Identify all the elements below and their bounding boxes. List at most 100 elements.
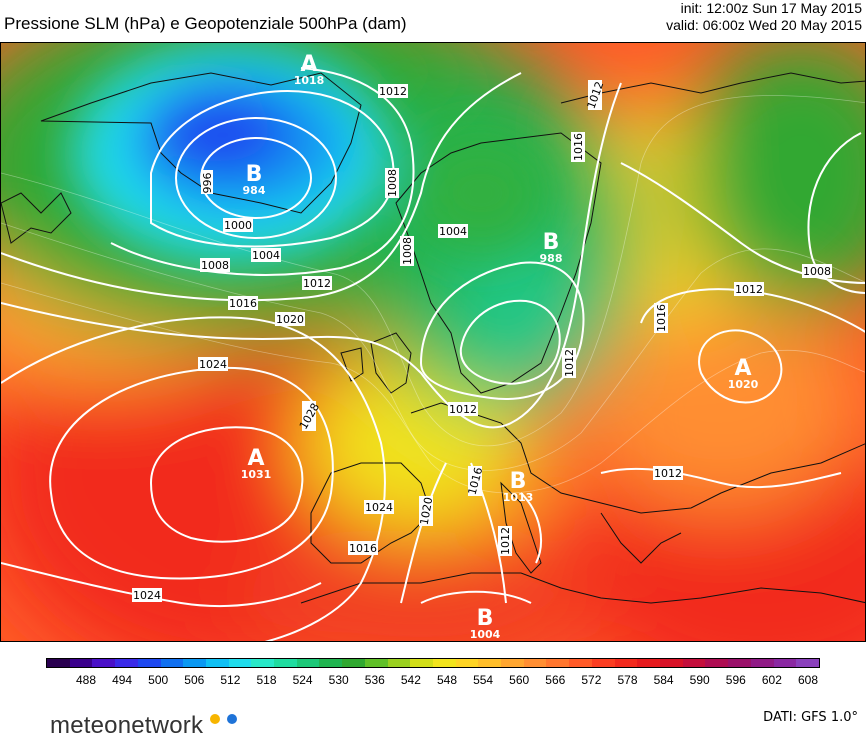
geopotential-field: [1, 43, 865, 641]
colorbar-segment: [773, 659, 797, 667]
isobar-label: 1020: [418, 496, 436, 526]
colorbar-segment: [523, 659, 547, 667]
center-type: A: [734, 356, 751, 381]
colorbar-segment: [455, 659, 479, 667]
colorbar-segment: [614, 659, 638, 667]
colorbar-tick-label: 566: [545, 673, 566, 687]
isobar-label: 1024: [199, 358, 227, 371]
geopotential-colorbar: [46, 658, 820, 668]
colorbar-tick-label: 488: [75, 673, 97, 687]
colorbar-segment: [659, 659, 683, 667]
colorbar-tick-label: 512: [220, 673, 241, 687]
colorbar-segment: [274, 659, 297, 667]
isobar-label: 1012: [303, 277, 331, 290]
colorbar-segment: [705, 659, 729, 667]
colorbar-tick-label: 530: [328, 673, 349, 687]
colorbar-segment: [69, 659, 93, 667]
coastlines: [1, 72, 865, 604]
isobar-label: 1012: [449, 403, 477, 416]
colorbar-segment: [342, 659, 365, 667]
center-value: 1004: [470, 628, 501, 641]
center-value: 1018: [294, 74, 325, 87]
isobar-labels: 996 1000 1004 1008 1012 1016 1020 1024 1…: [132, 80, 832, 602]
colorbar-tick-label: 560: [509, 673, 530, 687]
pressure-centers: A 1018 B 984 B 988 A 1031 A 1020 B 1013: [241, 52, 759, 641]
center-value: 1031: [241, 468, 272, 481]
valid-time: valid: 06:00z Wed 20 May 2015: [666, 17, 862, 33]
colorbar-ticks: 488 494 500 506 512 518 524 530 536 542 548 554 560 5…: [46, 668, 820, 692]
colorbar-tick-label: 596: [725, 673, 746, 687]
weather-map: 996 1000 1004 1008 1012 1016 1020 1024 1…: [0, 42, 866, 642]
isobar-label: 1016: [655, 304, 668, 332]
colorbar-segment: [637, 659, 660, 667]
init-time: init: 12:00z Sun 17 May 2015: [680, 0, 862, 16]
colorbar-segment: [682, 659, 706, 667]
colorbar-tick-label: 542: [400, 673, 421, 687]
colorbar-segment: [319, 659, 343, 667]
logo-dot-yellow: [210, 714, 221, 724]
colorbar-tick-label: 578: [617, 673, 638, 687]
colorbar-segment: [183, 659, 206, 667]
colorbar-tick-label: 584: [653, 673, 674, 687]
colorbar-tick-label: 494: [112, 673, 133, 687]
meteonetwork-logo: meteonetwork: [50, 712, 237, 740]
colorbar-segment: [47, 659, 70, 667]
map-svg: 996 1000 1004 1008 1012 1016 1020 1024 1…: [1, 43, 865, 641]
colorbar-tick-label: 590: [689, 673, 710, 687]
center-type: A: [300, 52, 317, 77]
isobar-label: 1024: [365, 501, 393, 514]
colorbar-segment: [364, 659, 388, 667]
colorbar-tick-label: 500: [148, 673, 169, 687]
isobar-label: 1008: [386, 169, 399, 197]
colorbar-tick-label: 602: [761, 673, 782, 687]
isobar-label: 1020: [276, 313, 304, 326]
colorbar-segment: [160, 659, 184, 667]
isobar-label: 1016: [229, 297, 257, 310]
center-type: A: [247, 446, 264, 471]
colorbar-segment: [546, 659, 570, 667]
colorbar-segment: [569, 659, 592, 667]
isobar-label: 1012: [499, 527, 512, 555]
colorbar-segment: [432, 659, 456, 667]
colorbar-tick-label: 554: [473, 673, 494, 687]
isobar-label: 1016: [349, 542, 377, 555]
colorbar-segment: [251, 659, 275, 667]
center-type: B: [543, 230, 560, 255]
isobar-label: 1012: [563, 349, 576, 377]
isobar-label: 1012: [654, 467, 682, 480]
colorbar-segment: [387, 659, 411, 667]
center-type: B: [246, 162, 263, 187]
high-pressure-center: A 1018: [294, 52, 325, 87]
brand-name: meteonetwork: [50, 712, 204, 739]
colorbar-segment: [478, 659, 502, 667]
colorbar-segment: [410, 659, 433, 667]
colorbar-tick-label: 572: [581, 673, 602, 687]
colorbar-segment: [296, 659, 320, 667]
isobar-label: 1016: [572, 133, 585, 161]
isobar-label: 1024: [133, 589, 161, 602]
isobar-label: 1004: [252, 249, 280, 262]
colorbar-segment: [750, 659, 774, 667]
low-pressure-center: B 984: [243, 162, 266, 197]
colorbar-tick-label: 608: [797, 673, 819, 687]
low-pressure-center: B 988: [540, 230, 563, 265]
low-pressure-center: B 1004: [470, 606, 501, 641]
chart-title: Pressione SLM (hPa) e Geopotenziale 500h…: [4, 14, 407, 33]
colorbar-tick-label: 536: [364, 673, 385, 687]
run-info: init: 12:00z Sun 17 May 2015 valid: 06:0…: [666, 0, 862, 34]
isobar-label: 1000: [224, 219, 252, 232]
data-source: DATI: GFS 1.0°: [763, 710, 858, 725]
colorbar-segment: [205, 659, 229, 667]
colorbar-segment: [137, 659, 161, 667]
isobar-label: 1008: [201, 259, 229, 272]
colorbar-tick-label: 548: [436, 673, 458, 687]
isobar-label: 1012: [379, 85, 407, 98]
colorbar-tick-label: 524: [292, 673, 313, 687]
center-value: 1013: [503, 491, 534, 504]
colorbar-segment: [591, 659, 615, 667]
center-type: B: [477, 606, 494, 631]
isobar-label: 1008: [803, 265, 831, 278]
isobar-label: 1008: [401, 237, 414, 265]
colorbar-tick-label: 506: [184, 673, 205, 687]
colorbar-tick-label: 518: [256, 673, 277, 687]
